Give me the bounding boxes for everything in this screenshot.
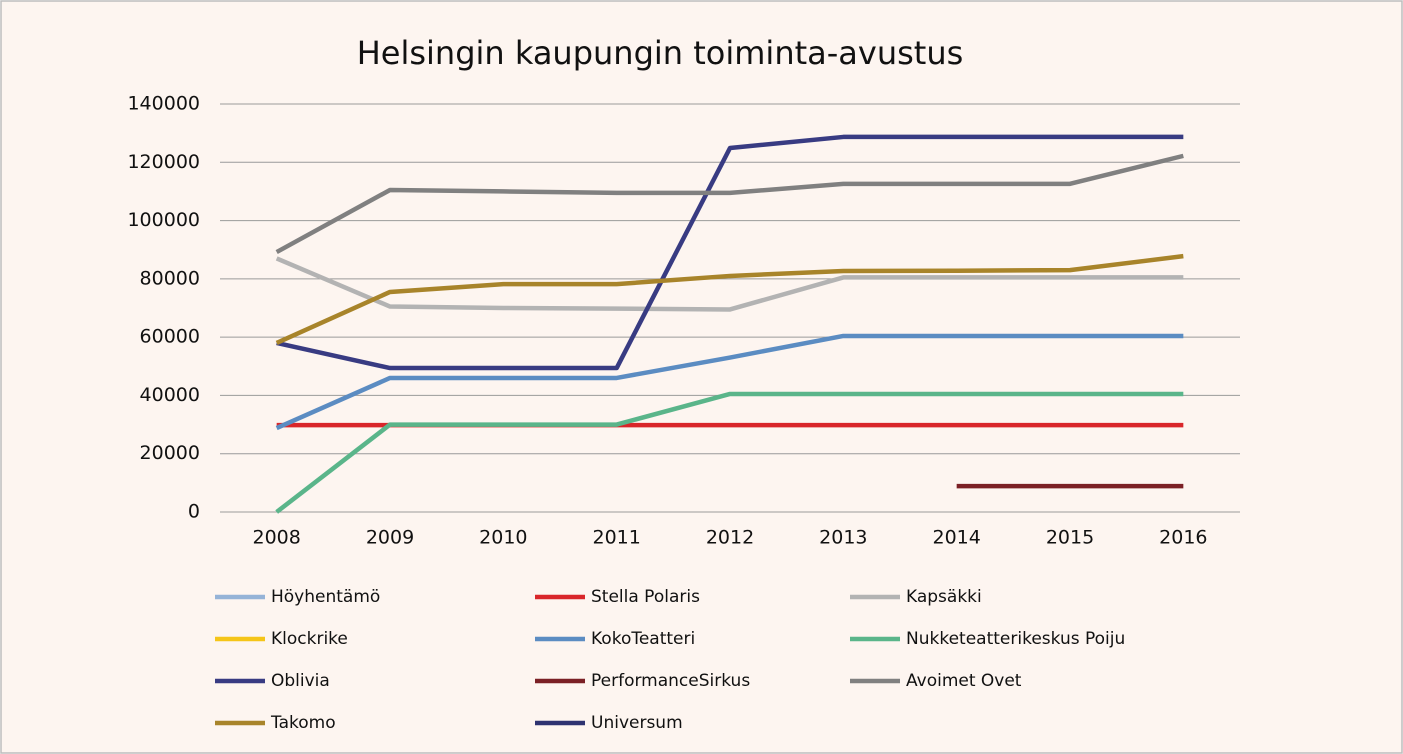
series-line	[276, 134, 1184, 371]
y-tick-label: 40000	[140, 384, 200, 406]
legend-label: Stella Polaris	[591, 587, 700, 607]
legend-label: PerformanceSirkus	[591, 671, 750, 691]
legend-label: KokoTeatteri	[591, 629, 695, 649]
series-line	[275, 253, 1184, 346]
series-line	[275, 391, 1184, 514]
legend-label: Klockrike	[271, 629, 348, 649]
y-tick-label: 140000	[127, 93, 200, 115]
y-tick-label: 60000	[140, 326, 200, 348]
x-tick-label: 2008	[252, 527, 300, 549]
series-line	[275, 333, 1184, 431]
y-tick-label: 20000	[140, 442, 200, 464]
legend-label: Takomo	[270, 713, 336, 733]
x-tick-label: 2009	[366, 527, 414, 549]
legend-label: Höyhentämö	[271, 587, 380, 607]
y-tick-label: 100000	[127, 209, 200, 231]
y-tick-label: 120000	[127, 151, 200, 173]
x-tick-label: 2013	[819, 527, 867, 549]
x-tick-label: 2015	[1046, 527, 1094, 549]
legend-label: Oblivia	[271, 671, 330, 691]
legend-label: Nukketeatterikeskus Poiju	[906, 629, 1125, 649]
x-tick-label: 2016	[1159, 527, 1207, 549]
y-tick-label: 80000	[140, 267, 200, 289]
legend-label: Kapsäkki	[906, 587, 982, 607]
chart-title: Helsingin kaupungin toiminta-avustus	[357, 34, 964, 72]
x-tick-label: 2014	[932, 527, 980, 549]
legend-label: Universum	[591, 713, 683, 733]
x-tick-label: 2011	[592, 527, 640, 549]
y-tick-label: 0	[188, 501, 200, 523]
legend-label: Avoimet Ovet	[906, 671, 1022, 691]
series-line	[275, 153, 1184, 255]
series-line	[275, 256, 1184, 312]
x-tick-label: 2010	[479, 527, 527, 549]
x-tick-label: 2012	[706, 527, 754, 549]
